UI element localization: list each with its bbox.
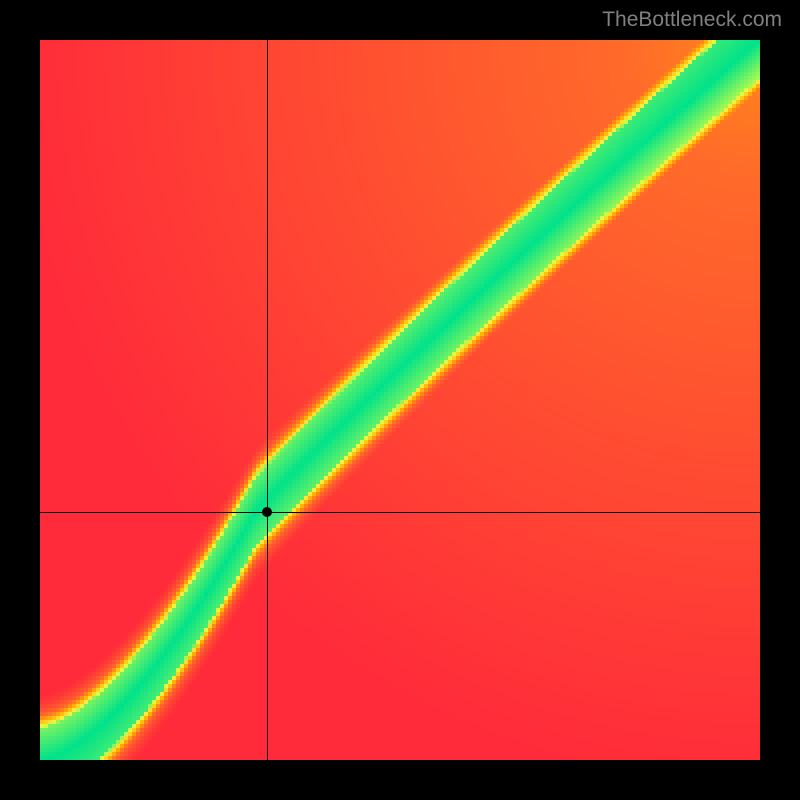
- crosshair-horizontal: [40, 512, 760, 513]
- heatmap-plot: [40, 40, 760, 760]
- crosshair-vertical: [267, 40, 268, 760]
- marker-point: [262, 507, 272, 517]
- heatmap-canvas: [40, 40, 760, 760]
- watermark-text: TheBottleneck.com: [602, 8, 782, 32]
